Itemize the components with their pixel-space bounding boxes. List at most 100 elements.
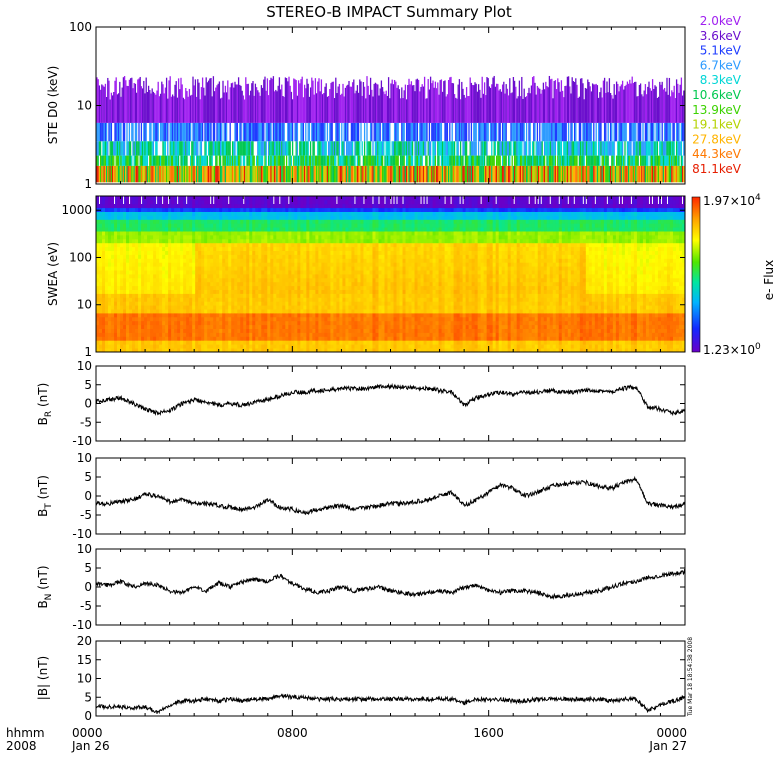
swea-cell [210,204,213,208]
swea-cell [294,216,297,220]
swea-cell [213,325,216,329]
swea-cell [219,196,222,200]
swea-cell [156,216,159,220]
swea-cell [273,247,276,251]
swea-cell [294,239,297,243]
swea-cell [273,317,276,321]
swea-cell [228,274,231,278]
swea-cell [102,262,105,266]
swea-cell [258,262,261,266]
swea-cell [138,204,141,208]
swea-cell [105,290,108,294]
swea-cell [126,286,129,290]
swea-cell [162,262,165,266]
swea-cell [159,200,162,204]
swea-cell [189,208,192,212]
swea-cell [147,196,150,200]
swea-cell [213,274,216,278]
swea-cell [114,286,117,290]
swea-cell [177,258,180,262]
swea-cell [165,336,168,340]
swea-gap [141,196,142,204]
swea-cell [198,243,201,247]
swea-cell [276,294,279,298]
swea-cell [165,227,168,231]
ste-legend-item: 19.1keV [692,118,742,132]
swea-cell [228,235,231,239]
swea-cell [174,274,177,278]
swea-cell [141,235,144,239]
swea-cell [285,290,288,294]
swea-cell [147,216,150,220]
swea-cell [285,208,288,212]
swea-cell [126,227,129,231]
swea-cell [111,340,114,344]
swea-cell [153,325,156,329]
swea-cell [144,301,147,305]
swea-cell [138,216,141,220]
swea-cell [135,290,138,294]
swea-cell [153,313,156,317]
swea-cell [273,309,276,313]
swea-cell [246,196,249,200]
swea-cell [171,208,174,212]
swea-cell [174,305,177,309]
swea-cell [267,344,270,348]
swea-cell [234,243,237,247]
swea-cell [138,239,141,243]
swea-cell [198,294,201,298]
swea-cell [195,294,198,298]
swea-cell [222,216,225,220]
swea-cell [153,255,156,259]
swea-cell [282,313,285,317]
swea-cell [174,313,177,317]
swea-cell [180,266,183,270]
swea-cell [282,216,285,220]
swea-cell [102,251,105,255]
swea-cell [252,344,255,348]
swea-cell [264,344,267,348]
swea-cell [180,274,183,278]
swea-cell [105,227,108,231]
swea-cell [114,297,117,301]
swea-cell [177,325,180,329]
swea-cell [180,212,183,216]
swea-cell [234,294,237,298]
swea-cell [102,204,105,208]
swea-cell [270,333,273,337]
swea-cell [234,270,237,274]
swea-cell [162,325,165,329]
swea-cell [204,282,207,286]
swea-cell [147,325,150,329]
swea-cell [249,305,252,309]
swea-cell [297,297,300,301]
swea-cell [120,212,123,216]
swea-cell [105,239,108,243]
swea-cell [204,266,207,270]
swea-cell [297,336,300,340]
swea-cell [153,266,156,270]
swea-cell [297,309,300,313]
swea-cell [195,227,198,231]
swea-cell [228,290,231,294]
swea-cell [168,247,171,251]
swea-cell [225,340,228,344]
swea-cell [192,270,195,274]
swea-cell [168,258,171,262]
swea-cell [219,313,222,317]
swea-cell [150,208,153,212]
swea-cell [291,247,294,251]
swea-cell [171,227,174,231]
swea-cell [162,290,165,294]
swea-cell [135,247,138,251]
swea-cell [189,270,192,274]
swea-cell [219,235,222,239]
swea-cell [255,208,258,212]
swea-cell [198,317,201,321]
swea-cell [234,227,237,231]
swea-cell [273,231,276,235]
swea-cell [156,266,159,270]
swea-cell [162,274,165,278]
swea-cell [102,196,105,200]
swea-cell [237,325,240,329]
